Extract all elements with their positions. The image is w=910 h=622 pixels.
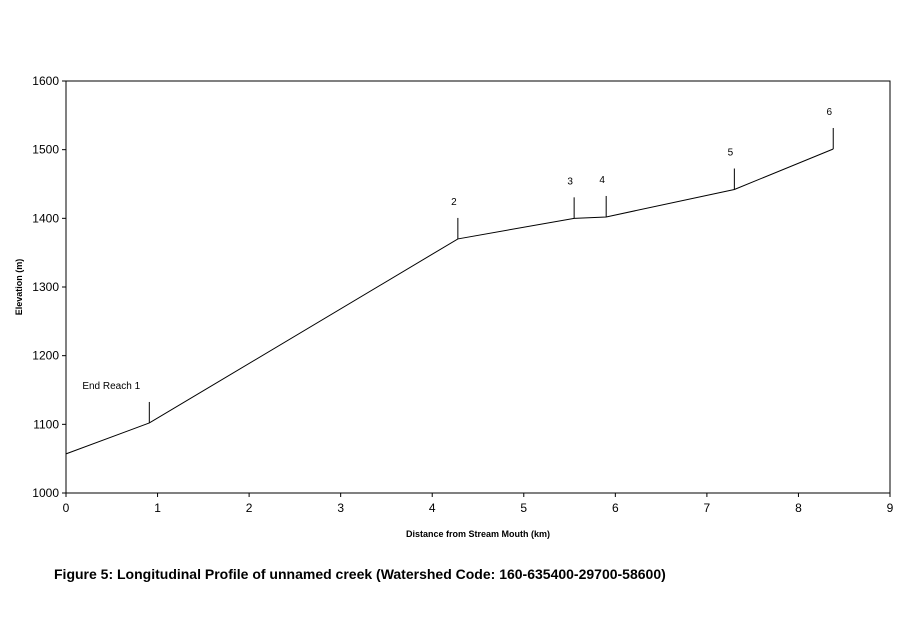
y-tick-label: 1000 — [32, 486, 59, 500]
x-tick-label: 6 — [612, 501, 619, 515]
reach-break-label: 4 — [599, 175, 605, 186]
y-tick-label: 1300 — [32, 280, 59, 294]
x-tick-label: 1 — [154, 501, 161, 515]
y-tick-label: 1500 — [32, 143, 59, 157]
plot-area — [65, 80, 891, 494]
y-tick-label: 1600 — [32, 74, 59, 88]
x-axis-title: Distance from Stream Mouth (km) — [406, 529, 550, 539]
x-tick-label: 9 — [887, 501, 894, 515]
reach-break-label: 6 — [826, 107, 832, 118]
x-tick-label: 0 — [63, 501, 70, 515]
reach-break-label: 5 — [728, 147, 734, 158]
x-tick-label: 2 — [246, 501, 253, 515]
figure-caption: Figure 5: Longitudinal Profile of unname… — [54, 566, 666, 582]
x-tick-label: 7 — [704, 501, 711, 515]
y-tick-label: 1100 — [33, 417, 59, 431]
x-tick-label: 5 — [520, 501, 527, 515]
x-tick-label: 8 — [795, 501, 802, 515]
x-tick-label: 3 — [337, 501, 344, 515]
y-tick-label: 1200 — [32, 349, 59, 363]
y-tick-label: 1400 — [32, 211, 59, 225]
annotations: End Reach 1 2 3 4 5 6 — [82, 107, 834, 423]
reach-break-label: 3 — [567, 176, 573, 187]
y-axis: 1000 1100 1200 1300 1400 1500 1600 — [32, 74, 66, 500]
x-axis: 0 1 2 3 4 5 6 7 8 9 — [63, 493, 894, 515]
reach-break-label: 2 — [451, 197, 457, 208]
y-axis-title: Elevation (m) — [14, 259, 24, 316]
reach-break-label: End Reach 1 — [82, 381, 140, 392]
x-tick-label: 4 — [429, 501, 436, 515]
